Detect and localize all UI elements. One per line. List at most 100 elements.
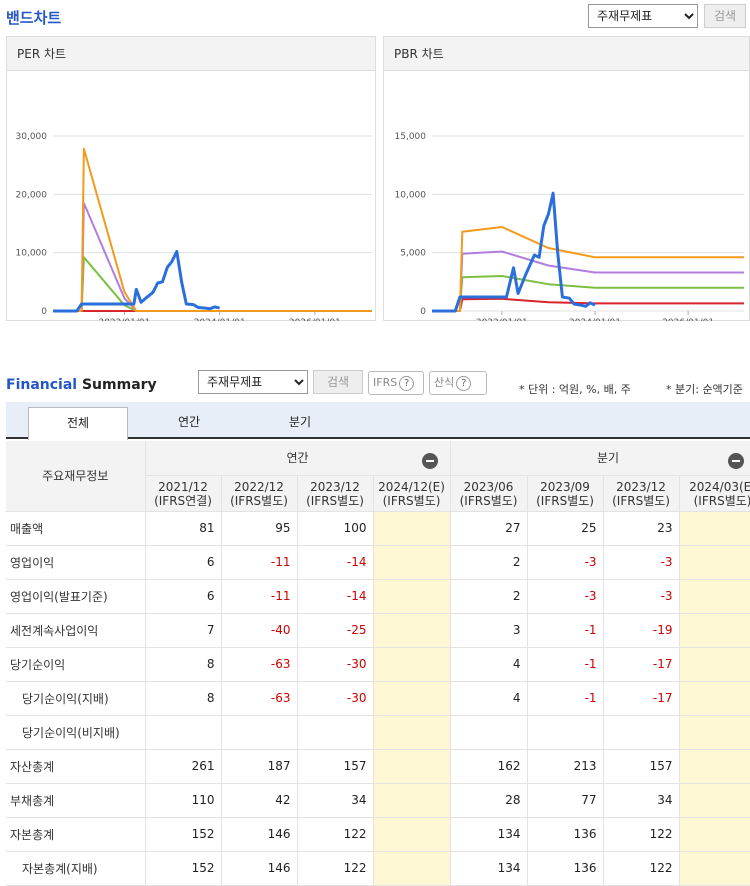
x-tick-label: 2022/01/01 bbox=[476, 318, 528, 321]
row-label: 자산총계 bbox=[6, 749, 146, 784]
period-header: 2024/12(E) (IFRS별도) bbox=[373, 475, 451, 512]
table-cell bbox=[373, 783, 451, 818]
table-cell: 34 bbox=[603, 783, 680, 818]
per-chart-title: PER 차트 bbox=[7, 37, 375, 71]
row-label: 매출액 bbox=[6, 511, 146, 546]
x-tick-label: 2022/01/01 bbox=[98, 318, 150, 321]
table-cell: -3 bbox=[527, 545, 604, 580]
y-tick-label: 10,000 bbox=[16, 249, 48, 259]
table-cell: 8 bbox=[145, 647, 222, 682]
table-cell: -17 bbox=[603, 647, 680, 682]
x-tick-label: 2024/01/01 bbox=[569, 318, 621, 321]
table-cell: 3 bbox=[450, 613, 528, 648]
row-label: 영업이익 bbox=[6, 545, 146, 580]
pbr-chart-title: PBR 차트 bbox=[384, 37, 749, 71]
band-search-button[interactable]: 검색 bbox=[704, 4, 746, 28]
table-cell: 213 bbox=[527, 749, 604, 784]
table-cell: -17 bbox=[603, 681, 680, 716]
table-cell bbox=[221, 715, 298, 750]
collapse-icon[interactable] bbox=[727, 453, 744, 469]
table-cell: -14 bbox=[297, 579, 374, 614]
x-tick-label: 2026/01/01 bbox=[289, 318, 341, 321]
row-label: 영업이익(발표기준) bbox=[6, 579, 146, 614]
financial-summary-table: 주요재무정보 연간 분기 2021/12 (IFRS연결) 2022/12 (IFRS… bbox=[6, 441, 750, 886]
table-cell: 134 bbox=[450, 851, 528, 886]
table-cell: 34 bbox=[297, 783, 374, 818]
financial-statement-select[interactable]: 주재무제표 bbox=[198, 370, 308, 394]
table-row: 세전계속사업이익 7 -40 -25 3 -1 -19 bbox=[6, 613, 750, 648]
table-cell: 162 bbox=[450, 749, 528, 784]
per-chart: 30,000 20,000 10,000 0 2022/01/01 2024/01/01 2… bbox=[16, 132, 372, 321]
period-header: 2023/12 (IFRS별도) bbox=[297, 475, 374, 512]
y-tick-label: 15,000 bbox=[395, 132, 427, 142]
table-cell: 157 bbox=[603, 749, 680, 784]
table-cell: 25 bbox=[527, 511, 604, 546]
table-cell: 152 bbox=[145, 817, 222, 852]
table-cell: 187 bbox=[221, 749, 298, 784]
table-cell: 134 bbox=[450, 817, 528, 852]
table-cell bbox=[679, 545, 750, 580]
table-cell: 122 bbox=[297, 851, 374, 886]
table-cell bbox=[679, 579, 750, 614]
question-icon: ? bbox=[456, 376, 472, 391]
table-cell: -11 bbox=[221, 579, 298, 614]
statement-type-select[interactable]: 주재무제표 bbox=[588, 4, 698, 28]
table-cell: 23 bbox=[603, 511, 680, 546]
table-cell bbox=[373, 511, 451, 546]
table-row: 영업이익 6 -11 -14 2 -3 -3 bbox=[6, 545, 750, 580]
table-cell bbox=[373, 715, 451, 750]
y-tick-label: 30,000 bbox=[16, 132, 48, 142]
table-cell: -11 bbox=[221, 545, 298, 580]
table-cell bbox=[679, 817, 750, 852]
period-header: 2023/12 (IFRS별도) bbox=[603, 475, 680, 512]
y-tick-label: 10,000 bbox=[395, 190, 427, 200]
table-cell bbox=[145, 715, 222, 750]
pbr-chart: 15,000 10,000 5,000 0 2022/01/01 2024/01/01 20… bbox=[395, 132, 744, 321]
ifrs-help-button[interactable]: IFRS? bbox=[368, 371, 424, 395]
y-tick-label: 0 bbox=[420, 307, 426, 317]
annual-group-header: 연간 bbox=[145, 441, 451, 476]
table-cell: 136 bbox=[527, 851, 604, 886]
y-tick-label: 5,000 bbox=[400, 249, 426, 259]
tab-annual[interactable]: 연간 bbox=[177, 415, 201, 429]
table-cell bbox=[373, 749, 451, 784]
table-cell: 152 bbox=[145, 851, 222, 886]
series-line bbox=[432, 250, 744, 312]
table-cell bbox=[603, 715, 680, 750]
table-row: 자산총계 261 187 157 162 213 157 bbox=[6, 749, 750, 784]
table-cell: 146 bbox=[221, 817, 298, 852]
table-cell: 77 bbox=[527, 783, 604, 818]
series-line bbox=[53, 147, 372, 312]
table-cell: -3 bbox=[527, 579, 604, 614]
table-cell: 122 bbox=[297, 817, 374, 852]
period-header: 2022/12 (IFRS별도) bbox=[221, 475, 298, 512]
table-cell bbox=[373, 613, 451, 648]
table-cell: -63 bbox=[221, 681, 298, 716]
table-cell: 27 bbox=[450, 511, 528, 546]
financial-search-button[interactable]: 검색 bbox=[313, 370, 363, 394]
series-line bbox=[432, 191, 596, 313]
tab-quarter[interactable]: 분기 bbox=[288, 415, 312, 429]
table-cell bbox=[679, 613, 750, 648]
table-cell: 81 bbox=[145, 511, 222, 546]
tab-all[interactable]: 전체 bbox=[28, 407, 128, 440]
table-cell bbox=[373, 681, 451, 716]
period-header: 2023/09 (IFRS별도) bbox=[527, 475, 604, 512]
table-cell: -3 bbox=[603, 579, 680, 614]
table-cell bbox=[373, 579, 451, 614]
table-cell bbox=[450, 715, 528, 750]
table-row: 자본총계 152 146 122 134 136 122 bbox=[6, 817, 750, 852]
table-cell: -30 bbox=[297, 681, 374, 716]
series-line bbox=[53, 250, 220, 313]
period-header: 2024/03(E) (IFRS별도) bbox=[679, 475, 750, 512]
table-cell: 122 bbox=[603, 817, 680, 852]
table-cell bbox=[373, 851, 451, 886]
table-cell: -40 bbox=[221, 613, 298, 648]
per-chart-panel: PER 차트 30,000 20,000 10,000 0 2022/01/01 2024… bbox=[6, 36, 376, 321]
table-cell: 100 bbox=[297, 511, 374, 546]
formula-help-button[interactable]: 산식? bbox=[429, 371, 487, 395]
collapse-icon[interactable] bbox=[421, 453, 438, 469]
table-row: 부채총계 110 42 34 28 77 34 bbox=[6, 783, 750, 818]
table-cell: -1 bbox=[527, 647, 604, 682]
table-row: 영업이익(발표기준) 6 -11 -14 2 -3 -3 bbox=[6, 579, 750, 614]
